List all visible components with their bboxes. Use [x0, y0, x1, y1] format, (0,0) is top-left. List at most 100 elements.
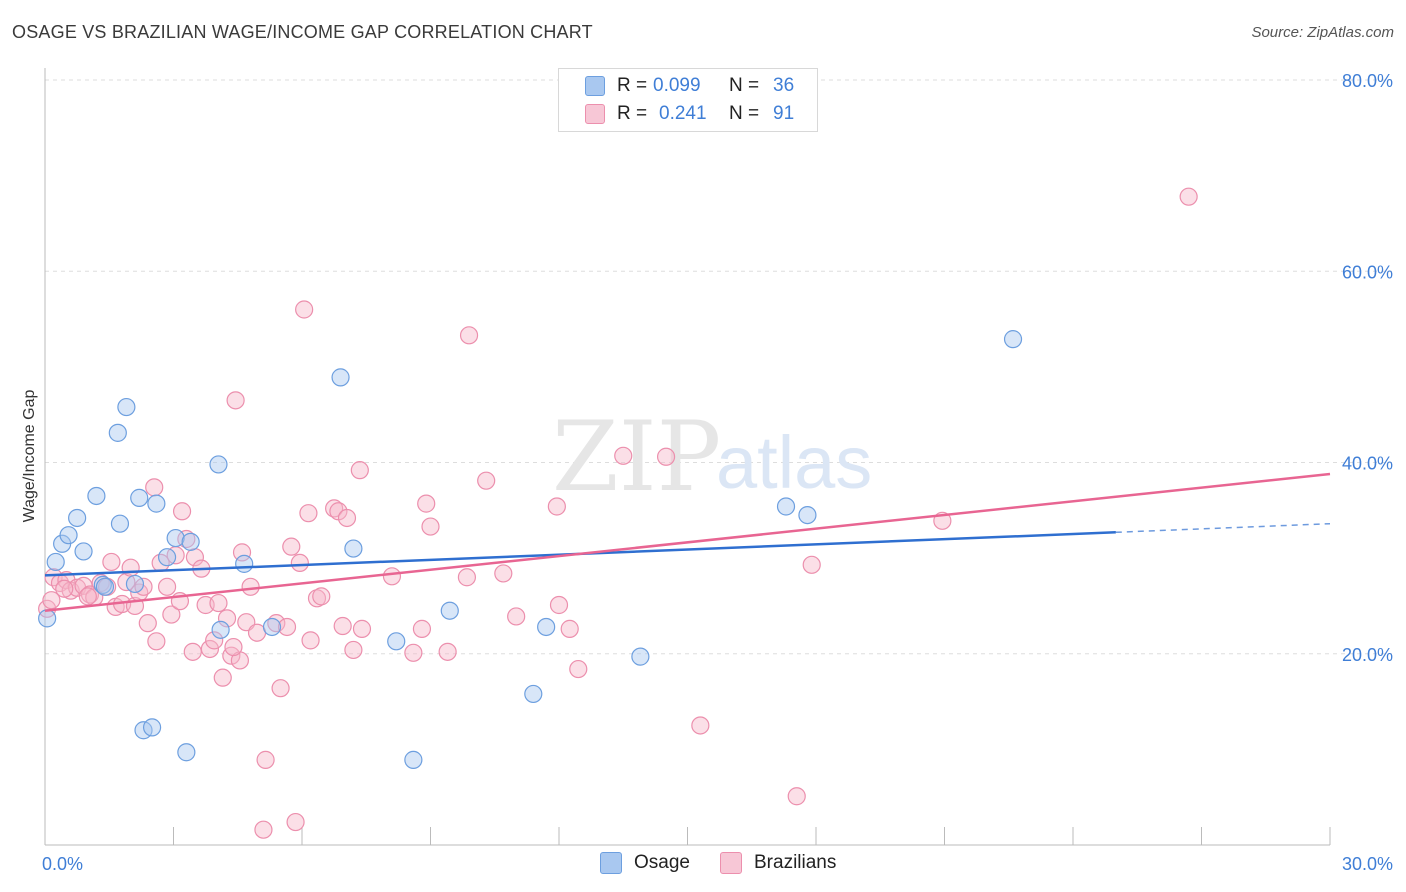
watermark-zip-text: ZIP — [552, 401, 721, 513]
osage-point — [344, 539, 363, 558]
osage-point — [59, 526, 78, 545]
brazilians-point — [1179, 187, 1198, 206]
brazilians-point — [282, 537, 301, 556]
series-legend: Osage Brazilians — [0, 852, 1406, 878]
brazilians-point — [301, 631, 320, 650]
brazilians-point — [271, 679, 290, 698]
axes — [44, 68, 1331, 846]
watermark: ZIP atlas — [552, 401, 872, 513]
osage-point — [404, 750, 423, 769]
tick-labels: 20.0% 40.0% 60.0% 80.0% 0.0% 30.0% — [42, 71, 1393, 874]
legend-row-osage: R = 0.099 N = 36 — [585, 73, 794, 99]
brazilians-point — [286, 812, 305, 832]
osage-point — [108, 423, 127, 442]
brazilians-point — [404, 643, 423, 662]
brazilians-point — [157, 577, 177, 596]
legend-item-osage[interactable]: Osage — [600, 852, 690, 874]
brazilians-point — [507, 607, 526, 626]
r-value: 0.241 — [659, 103, 707, 124]
osage-point — [209, 455, 228, 474]
osage-trend-extension — [1115, 522, 1331, 534]
x-tick-label: 30.0% — [1342, 854, 1393, 874]
brazilians-point — [412, 619, 432, 638]
osage-point — [235, 554, 254, 573]
source-label: Source: ZipAtlas.com — [1251, 24, 1394, 41]
brazilians-point — [78, 587, 97, 606]
watermark-atlas-text: atlas — [716, 421, 872, 504]
brazilians-point — [209, 593, 228, 613]
brazilians-point — [350, 461, 369, 480]
legend-item-brazilians[interactable]: Brazilians — [720, 852, 836, 874]
brazilians-point — [205, 631, 224, 650]
brazilians-point — [787, 787, 806, 806]
osage-point — [125, 574, 145, 594]
brazilians-point — [457, 568, 477, 587]
brazilians-point — [656, 447, 676, 466]
y-tick-label: 80.0% — [1342, 71, 1393, 91]
osage-point — [117, 397, 136, 417]
brazilians-point — [162, 605, 181, 624]
y-tick-label: 60.0% — [1342, 262, 1393, 282]
brazilians-point — [299, 504, 318, 523]
y-tick-label: 20.0% — [1342, 645, 1393, 665]
osage-point — [46, 552, 65, 572]
brazilians-point — [226, 391, 245, 410]
brazilians-point — [459, 326, 479, 345]
osage-point — [74, 542, 93, 561]
osage-point — [181, 532, 200, 551]
brazilians-point — [138, 614, 157, 633]
brazilians-point — [547, 497, 566, 516]
brazilians-point — [172, 502, 192, 521]
osage-point — [110, 514, 130, 533]
osage-point — [776, 497, 796, 516]
r-value: 0.099 — [653, 75, 701, 96]
r-label: R = — [617, 103, 648, 124]
brazilians-points — [38, 187, 1198, 839]
osage-point — [798, 505, 817, 525]
y-axis-label: Wage/Income Gap — [21, 390, 38, 523]
osage-point — [95, 577, 115, 596]
brazilians-point — [438, 642, 457, 661]
brazilians-point — [344, 640, 363, 660]
brazilians-point — [295, 300, 314, 319]
brazilians-point — [147, 632, 166, 651]
brazilians-point — [337, 508, 357, 528]
n-label: N = — [729, 103, 760, 124]
brazilians-trend-line — [44, 472, 1331, 612]
brazilians-point — [224, 637, 243, 657]
brazilians-point — [213, 668, 232, 687]
brazilians-swatch — [585, 104, 605, 124]
osage-point — [130, 488, 149, 507]
osage-point — [147, 494, 166, 513]
osage-point — [68, 508, 87, 528]
brazilians-point — [217, 609, 237, 628]
osage-point — [524, 684, 543, 704]
osage-legend-label: Osage — [634, 852, 690, 873]
osage-point — [537, 617, 556, 637]
n-value: 36 — [773, 75, 795, 96]
brazilians-point — [55, 579, 74, 598]
osage-point — [262, 617, 282, 637]
osage-swatch — [585, 76, 605, 96]
brazilians-point — [254, 820, 273, 839]
brazilians-point — [382, 567, 402, 586]
trend-lines — [44, 472, 1331, 612]
brazilians-point — [256, 750, 275, 769]
x-tick-label: 0.0% — [42, 854, 83, 874]
legend-row-brazilians: R = 0.241 N = 91 — [585, 101, 794, 127]
osage-point — [157, 548, 177, 567]
brazilians-point — [802, 555, 821, 574]
osage-points — [38, 330, 1023, 769]
osage-point — [177, 743, 196, 762]
brazilians-point — [569, 659, 588, 679]
y-tick-label: 40.0% — [1342, 454, 1393, 474]
brazilians-legend-swatch — [720, 852, 742, 874]
brazilians-point — [290, 553, 309, 573]
chart-title: OSAGE VS BRAZILIAN WAGE/INCOME GAP CORRE… — [12, 22, 593, 42]
brazilians-point — [333, 616, 352, 636]
brazilians-point — [691, 716, 710, 735]
brazilians-point — [200, 639, 220, 659]
brazilians-point — [183, 642, 202, 661]
osage-point — [631, 647, 650, 666]
